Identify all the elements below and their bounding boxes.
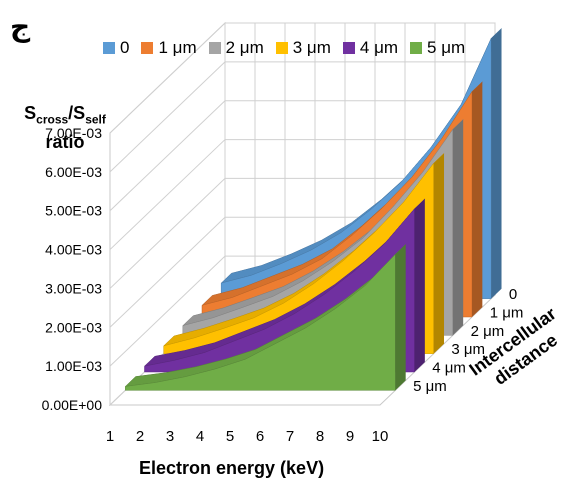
legend-label: 0: [120, 38, 130, 57]
series-cap-2: [452, 119, 464, 336]
z-tick-label: 0: [509, 286, 517, 303]
legend-label: 3 μm: [292, 38, 331, 57]
z-tick-label: 3 μm: [451, 341, 485, 358]
x-tick-label: 5: [226, 428, 234, 445]
series-cap-5: [395, 244, 406, 391]
y-tick-label: 3.00E-03: [45, 280, 102, 296]
z-tick-label: 5 μm: [413, 378, 447, 395]
legend-swatch: [208, 42, 221, 54]
chart-ticks: 0.00E+00 1.00E-03 2.00E-03 3.00E-03 4.00E-03…: [42, 125, 524, 445]
y-axis-label: Scross/Sself ratio: [24, 103, 106, 152]
legend-label: 5 μm: [427, 38, 466, 57]
legend-label: 1 μm: [158, 38, 197, 57]
x-tick-label: 3: [166, 428, 174, 445]
x-tick-label: 8: [316, 428, 324, 445]
legend-item: 2 μm: [208, 38, 264, 58]
chart-series: [124, 28, 502, 391]
y-tick-label: 6.00E-03: [45, 164, 102, 180]
x-tick-label: 9: [346, 428, 354, 445]
x-tick-label: 7: [286, 428, 294, 445]
y-tick-label: 5.00E-03: [45, 203, 102, 219]
y-tick-label: 7.00E-03: [45, 125, 102, 141]
series-cap-1: [472, 81, 483, 317]
y-tick-label: 0.00E+00: [42, 397, 103, 413]
legend-swatch: [141, 42, 154, 54]
legend-item: 0: [103, 38, 129, 58]
series-5: [124, 244, 406, 391]
series-cap-0: [491, 28, 502, 299]
panel-corner-label: ج: [10, 10, 31, 43]
legend-item: 5 μm: [410, 38, 465, 58]
x-tick-label: 6: [256, 428, 264, 445]
legend-item: 3 μm: [275, 38, 331, 58]
z-tick-label: 4 μm: [432, 360, 466, 377]
x-tick-label: 2: [136, 428, 144, 445]
chart-legend: 0 1 μm 2 μm 3 μm 4 μm 5 μm: [103, 38, 465, 58]
legend-label: 2 μm: [225, 38, 264, 57]
y-tick-label: 2.00E-03: [45, 319, 102, 335]
x-tick-label: 10: [372, 428, 389, 445]
series-cap-3: [433, 153, 445, 354]
x-tick-label: 1: [106, 428, 114, 445]
legend-item: 4 μm: [342, 38, 399, 58]
legend-swatch: [275, 42, 288, 54]
legend-swatch: [342, 42, 355, 54]
legend-label: 4 μm: [359, 38, 399, 57]
z-tick-label: 2 μm: [471, 323, 505, 340]
series-cap-4: [414, 198, 425, 372]
y-tick-label: 4.00E-03: [45, 242, 102, 258]
z-tick-label: 1 μm: [490, 305, 524, 322]
y-tick-label: 1.00E-03: [45, 358, 102, 374]
legend-swatch: [410, 42, 423, 54]
legend-item: 1 μm: [141, 38, 197, 58]
x-axis-label: Electron energy (keV): [139, 458, 325, 478]
legend-swatch: [103, 42, 115, 54]
x-tick-label: 4: [196, 428, 204, 445]
